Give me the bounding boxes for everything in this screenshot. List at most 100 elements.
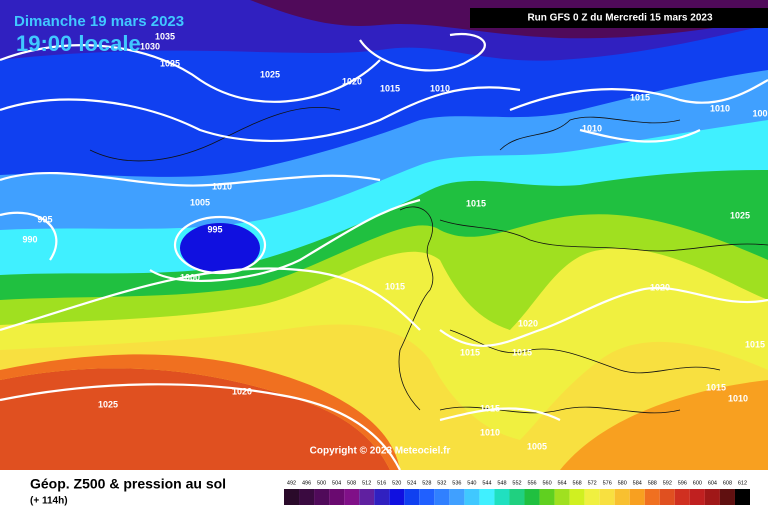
scale-label: 500: [317, 480, 326, 486]
scale-label: 492: [287, 480, 296, 486]
scale-swatch: [359, 489, 375, 505]
forecast-date: Dimanche 19 mars 2023: [14, 13, 184, 30]
footer-lead: (+ 114h): [30, 496, 68, 507]
scale-swatch: [689, 489, 705, 505]
scale-swatch: [629, 489, 645, 505]
scale-label: 552: [512, 480, 521, 486]
copyright: Copyright © 2023 Meteociel.fr: [310, 446, 451, 457]
scale-swatch: [554, 489, 570, 505]
isobar-label: 1005: [190, 197, 210, 207]
isobar-label: 1015: [380, 83, 400, 93]
scale-label: 580: [618, 480, 627, 486]
isobar-label: 1020: [518, 318, 538, 328]
scale-label: 528: [422, 480, 431, 486]
isobar-label: 1015: [385, 281, 405, 291]
scale-label: 544: [482, 480, 491, 486]
isobar-label: 995: [207, 224, 222, 234]
isobar-label: 1010: [480, 427, 500, 437]
scale-swatch: [719, 489, 735, 505]
scale-label: 508: [347, 480, 356, 486]
footer-title: Géop. Z500 & pression au sol: [30, 476, 226, 492]
scale-swatch: [329, 489, 345, 505]
scale-swatch: [584, 489, 600, 505]
scale-swatch: [494, 489, 510, 505]
isobar-label: 1000: [180, 272, 200, 282]
isobar-label: 1010: [430, 83, 450, 93]
scale-label: 520: [392, 480, 401, 486]
scale-swatch: [704, 489, 720, 505]
isobar-label: 1035: [155, 31, 175, 41]
isobar-label: 1015: [630, 92, 650, 102]
isobar-label: 1015: [460, 347, 480, 357]
field: [0, 0, 768, 470]
scale-label: 604: [708, 480, 717, 486]
isobar-label: 1010: [582, 123, 602, 133]
scale-label: 532: [437, 480, 446, 486]
scale-label: 588: [648, 480, 657, 486]
isobar-label: 1020: [232, 386, 252, 396]
scale-label: 596: [678, 480, 687, 486]
scale-swatch: [419, 489, 435, 505]
isobar-label: 100: [752, 108, 767, 118]
scale-label: 612: [738, 480, 747, 486]
scale-swatch: [734, 489, 750, 505]
isobar-label: 1010: [212, 181, 232, 191]
scale-label: 576: [603, 480, 612, 486]
scale-label: 572: [588, 480, 597, 486]
scale-label: 584: [633, 480, 642, 486]
scale-swatch: [644, 489, 660, 505]
scale-swatch: [299, 489, 315, 505]
scale-swatch: [599, 489, 615, 505]
scale-swatch: [314, 489, 330, 505]
scale-label: 536: [452, 480, 461, 486]
isobar-label: 1015: [706, 382, 726, 392]
isobar-label: 1015: [512, 347, 532, 357]
scale-label: 548: [497, 480, 506, 486]
run-info: Run GFS 0 Z du Mercredi 15 mars 2023: [527, 13, 713, 24]
scale-label: 540: [467, 480, 476, 486]
scale-swatch: [569, 489, 585, 505]
scale-label: 600: [693, 480, 702, 486]
isobar-label: 1010: [728, 393, 748, 403]
isobar-label: 1020: [342, 76, 362, 86]
scale-label: 556: [527, 480, 536, 486]
scale-swatch: [464, 489, 480, 505]
scale-label: 560: [542, 480, 551, 486]
scale-label: 504: [332, 480, 341, 486]
run-banner: [470, 8, 768, 28]
scale-swatch: [434, 489, 450, 505]
scale-label: 592: [663, 480, 672, 486]
scale-swatch: [659, 489, 675, 505]
scale-swatch: [389, 489, 405, 505]
isobar-label: 1015: [480, 403, 500, 413]
scale-swatch: [374, 489, 390, 505]
scale-swatch: [539, 489, 555, 505]
isobar-label: 1015: [745, 339, 765, 349]
isobar-label: 1025: [260, 69, 280, 79]
isobar-label: 1025: [160, 58, 180, 68]
scale-swatch: [344, 489, 360, 505]
forecast-time: 19:00 locale: [16, 31, 141, 56]
scale-label: 564: [558, 480, 567, 486]
scale-label: 512: [362, 480, 371, 486]
isobar-label: 1020: [650, 282, 670, 292]
isobar-label: 990: [22, 234, 37, 244]
scale-swatch: [404, 489, 420, 505]
scale-swatch: [674, 489, 690, 505]
scale-swatch: [524, 489, 540, 505]
isobar-label: 1030: [140, 41, 160, 51]
scale-label: 608: [723, 480, 732, 486]
scale-swatch: [509, 489, 525, 505]
scale-label: 516: [377, 480, 386, 486]
isobar-label: 1025: [98, 399, 118, 409]
isobar-label: 995: [37, 214, 52, 224]
scale-label: 496: [302, 480, 311, 486]
isobar-label: 1005: [527, 441, 547, 451]
isobars: [0, 32, 768, 471]
scale-swatch: [284, 489, 300, 505]
isobar-label: 1025: [730, 210, 750, 220]
scale-swatch: [449, 489, 465, 505]
scale-swatch: [614, 489, 630, 505]
